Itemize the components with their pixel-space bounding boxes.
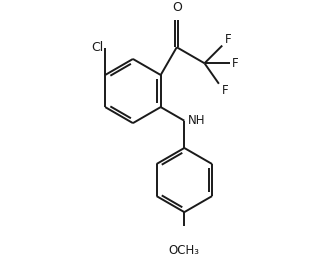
Text: F: F [221,84,228,97]
Text: Cl: Cl [91,41,104,54]
Text: NH: NH [188,114,206,127]
Text: O: O [172,1,182,14]
Text: F: F [225,33,231,46]
Text: OCH₃: OCH₃ [169,244,200,257]
Text: F: F [232,57,239,70]
